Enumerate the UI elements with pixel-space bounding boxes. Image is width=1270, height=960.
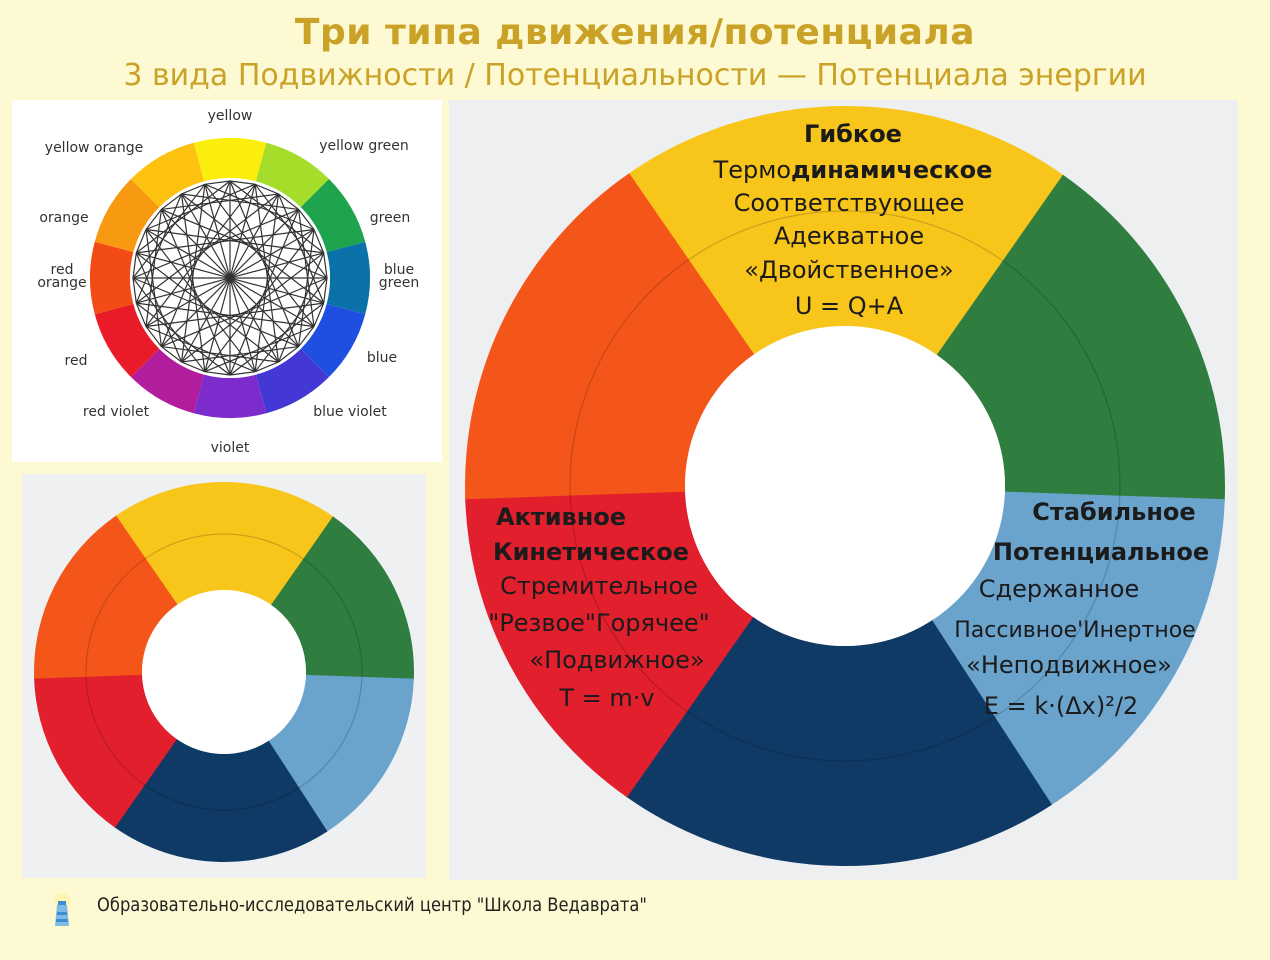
big-ring-light-blue-segment bbox=[931, 491, 1225, 807]
left-segment-title1: Активное bbox=[496, 503, 626, 531]
big-ring-center bbox=[685, 326, 1005, 646]
right-segment-title2: Потенциальное bbox=[993, 538, 1209, 566]
left-segment-line3: «Подвижное» bbox=[529, 646, 704, 674]
small-ring bbox=[34, 482, 414, 862]
color-wheel-label-orange: orange bbox=[39, 210, 88, 226]
big-ring-navy-segment bbox=[624, 616, 1052, 867]
color-wheel-red-orange-segment bbox=[90, 241, 134, 315]
top-segment-line1: Термодинамическое bbox=[713, 156, 993, 184]
color-wheel-label-red: red bbox=[65, 353, 88, 369]
small-ring-orange-segment bbox=[34, 515, 178, 679]
color-wheel-green-segment bbox=[300, 179, 366, 253]
big-ring: Гибкое Термодинамическое Соответствующее… bbox=[465, 106, 1225, 867]
top-segment-title: Гибкое bbox=[804, 120, 902, 148]
color-wheel-star-diagram bbox=[132, 180, 328, 376]
big-ring-inner-guide-circle bbox=[569, 210, 1121, 762]
small-ring-red-segment bbox=[34, 674, 177, 828]
color-wheel-red-violet-segment bbox=[131, 348, 205, 414]
footer-text: Образовательно-исследовательский центр "… bbox=[97, 894, 647, 916]
right-segment-line3: «Неподвижное» bbox=[966, 651, 1172, 679]
color-wheel-label-blue-violet: blue violet bbox=[313, 404, 387, 420]
left-segment-title2: Кинетическое bbox=[493, 538, 689, 566]
color-wheel-yellow-green-segment bbox=[255, 142, 329, 208]
color-wheel-yellow-segment bbox=[193, 138, 267, 182]
big-ring-red-segment bbox=[465, 490, 754, 798]
lighthouse-logo-icon bbox=[44, 892, 80, 928]
big-ring-yellow-segment bbox=[627, 106, 1066, 356]
big-ring-panel: Гибкое Термодинамическое Соответствующее… bbox=[449, 100, 1238, 880]
color-wheel-label-yellow-orange: yellow orange bbox=[45, 140, 143, 156]
color-wheel-violet-segment bbox=[193, 374, 267, 418]
color-wheel-blue-green-segment bbox=[326, 241, 370, 315]
top-segment-line2: Соответствующее bbox=[734, 189, 965, 217]
right-segment-line2: Пассивное'Инертное bbox=[954, 618, 1195, 643]
color-wheel-red-segment bbox=[94, 303, 160, 377]
color-wheel-yellow-orange-segment bbox=[131, 142, 205, 208]
small-ring-yellow-segment bbox=[115, 482, 335, 606]
small-ring-panel bbox=[22, 474, 426, 878]
page-subtitle: 3 вида Подвижности / Потенциальности — П… bbox=[123, 58, 1147, 93]
color-wheel-label-blue: blue bbox=[367, 350, 397, 366]
top-segment-line3: Адекватное bbox=[774, 222, 924, 250]
color-wheel-label-blue-green: blue green bbox=[379, 262, 419, 291]
page-title: Три типа движения/потенциала bbox=[294, 12, 976, 53]
small-ring-green-segment bbox=[271, 516, 414, 680]
color-wheel-panel: yellow yellow green green blue green blue blue… bbox=[12, 100, 442, 462]
small-ring-inner-guide-circle bbox=[85, 533, 363, 811]
top-segment-formula: U = Q+A bbox=[795, 292, 904, 320]
left-segment-formula: T = m·v bbox=[558, 684, 654, 712]
color-wheel-label-yellow-green: yellow green bbox=[319, 138, 409, 154]
right-segment-line1: Сдержанное bbox=[979, 575, 1140, 603]
color-wheel-label-violet: violet bbox=[211, 440, 250, 456]
right-segment-formula: E = k·(Δx)²/2 bbox=[984, 692, 1138, 720]
small-ring-light-blue-segment bbox=[268, 674, 414, 833]
top-segment-line4: «Двойственное» bbox=[744, 256, 953, 284]
right-segment-title1: Стабильное bbox=[1032, 498, 1195, 526]
color-wheel-label-red-orange: red orange bbox=[37, 262, 86, 291]
color-wheel-orange-segment bbox=[94, 179, 160, 253]
color-wheel-label-red-violet: red violet bbox=[83, 404, 150, 420]
big-ring-orange-segment bbox=[465, 173, 755, 500]
small-ring-navy-segment bbox=[113, 738, 328, 862]
color-wheel-blue-segment bbox=[300, 303, 366, 377]
color-wheel-blue-violet-segment bbox=[255, 348, 329, 414]
left-segment-line2: "Резвое"Горячее" bbox=[488, 609, 709, 637]
small-ring-center bbox=[142, 590, 306, 754]
left-segment-line1: Стремительное bbox=[500, 572, 698, 600]
color-wheel-label-yellow: yellow bbox=[208, 108, 253, 124]
color-wheel: yellow yellow green green blue green blue blue… bbox=[37, 108, 419, 456]
big-ring-green-segment bbox=[936, 174, 1225, 502]
color-wheel-label-green: green bbox=[370, 210, 410, 226]
